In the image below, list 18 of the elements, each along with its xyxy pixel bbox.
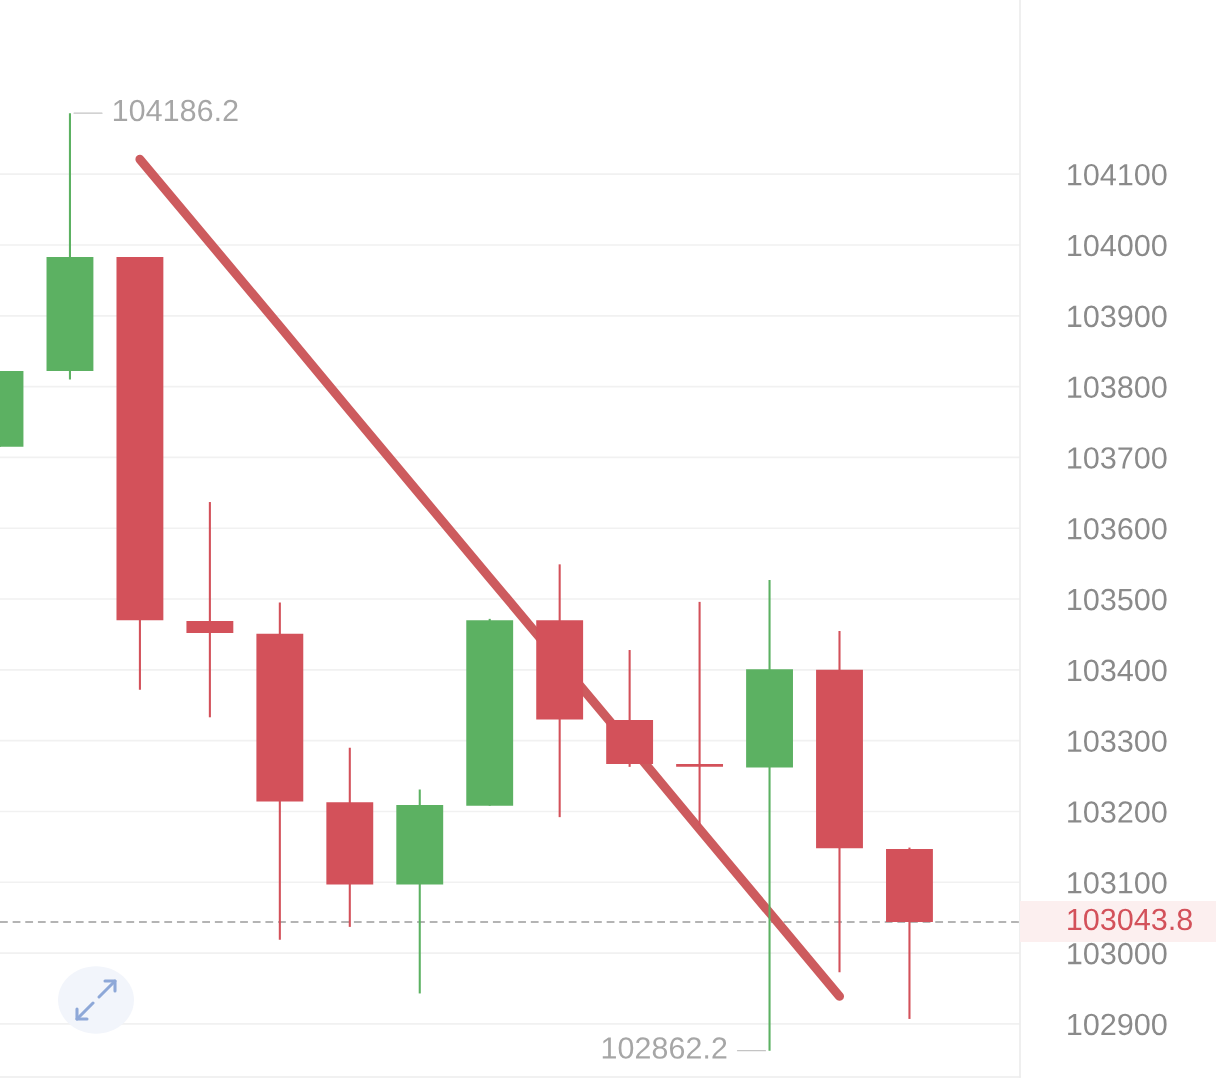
annotation: 104186.2 (113, 99, 238, 122)
y-tick-label: 103500 (1068, 588, 1167, 611)
y-tick-label: 103200 (1068, 801, 1167, 823)
y-tick-label: 103400 (1068, 659, 1167, 682)
y-tick-label: 103100 (1068, 872, 1167, 894)
y-tick-label: 103600 (1068, 517, 1167, 540)
candlestick (676, 600, 724, 827)
y-tick-label: 104000 (1068, 234, 1167, 257)
candlestick (186, 500, 234, 719)
y-tick-label: 103900 (1068, 305, 1167, 328)
ref-line-label: 103043.8 (1068, 908, 1192, 931)
y-tick-label: 102900 (1068, 1013, 1167, 1036)
y-tick-label: 103800 (1068, 376, 1167, 398)
y-tick-label: 103000 (1068, 942, 1167, 965)
y-tick-label: 103700 (1068, 447, 1167, 469)
y-tick-label: 103300 (1068, 730, 1167, 753)
y-tick-label: 104100 (1068, 163, 1167, 186)
annotation: 102862.2 (602, 1037, 727, 1059)
